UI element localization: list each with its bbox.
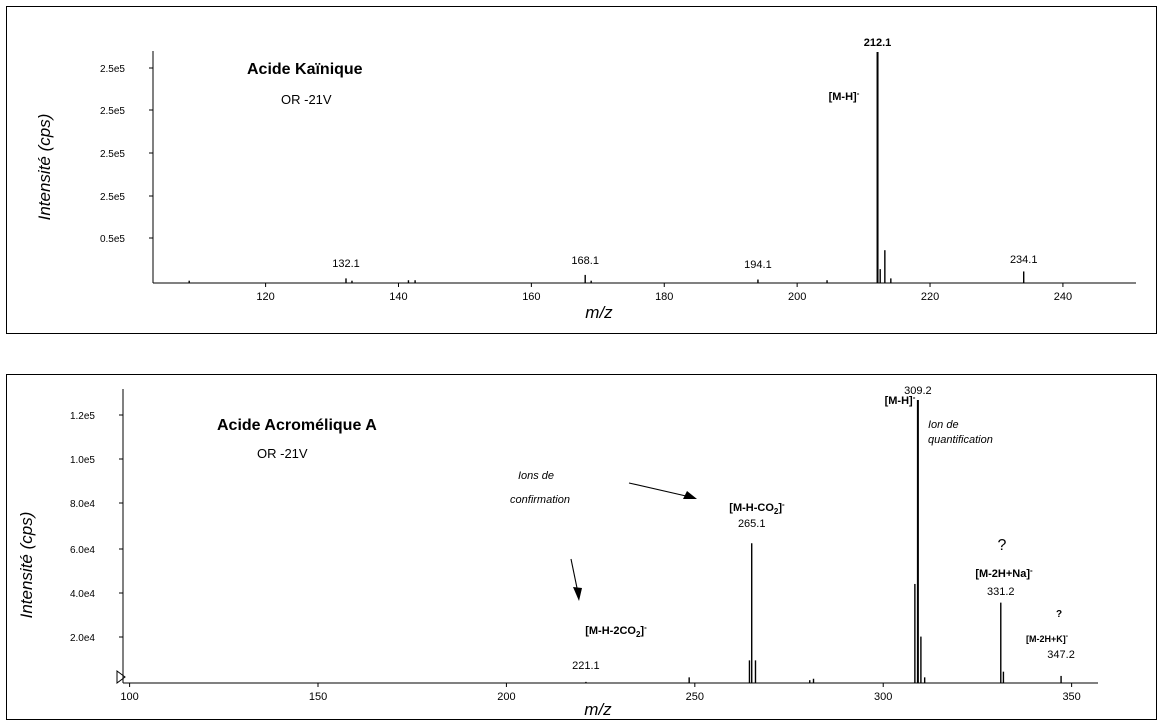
peak-label: 234.1: [1010, 254, 1038, 266]
annotation-question-2: ?: [1056, 609, 1062, 620]
arrow-to-m-h-2co2: [570, 558, 578, 589]
x-axis-title: m/z: [585, 303, 613, 322]
x-tick-label: 140: [389, 291, 407, 303]
acromelic-acid-spectrum-chart: Acide Acromélique A OR -21V Intensité (c…: [17, 385, 1098, 719]
peak-label: 331.2: [987, 586, 1015, 598]
annotation-question-1: ?: [998, 537, 1007, 554]
x-tick-label: 250: [686, 691, 704, 703]
arrow-head-m-h-co2: [683, 491, 697, 499]
chart-title: Acide Kaïnique: [247, 61, 363, 78]
acromelic-acid-spectrum-panel: Acide Acromélique A OR -21V Intensité (c…: [6, 374, 1157, 720]
x-tick-label: 100: [120, 691, 138, 703]
x-tick-label: 150: [309, 691, 327, 703]
x-tick-label: 120: [256, 291, 274, 303]
kainic-acid-spectrum-chart: Acide Kaïnique OR -21V Intensité (cps) m…: [35, 37, 1136, 322]
peak-label: 221.1: [572, 660, 600, 672]
y-tick-label: 2.0e4: [70, 633, 95, 644]
annotation-m-h-co2: [M-H-CO2]-: [729, 500, 785, 516]
y-tick-label: 6.0e4: [70, 545, 95, 556]
annotation-ions-conf-line2: confirmation: [510, 494, 570, 506]
y-tick-label: 4.0e4: [70, 589, 95, 600]
peak-label: 194.1: [744, 259, 772, 271]
chart-subtitle: OR -21V: [281, 92, 332, 107]
peak-label: 347.2: [1047, 649, 1075, 661]
plot-area: 1.2e5 1.0e5 8.0e4 6.0e4 4.0e4 2.0e4 100 150 200 2…: [70, 385, 1098, 703]
y-tick-label: 2.5e5: [100, 64, 125, 75]
peak-label: 309.2: [904, 385, 932, 397]
start-marker-icon: [116, 670, 126, 684]
x-tick-label: 350: [1062, 691, 1080, 703]
annotation-m-h: [M-H]-: [885, 393, 916, 407]
arrow-to-m-h-co2: [628, 482, 687, 497]
kainic-acid-spectrum-panel: Acide Kaïnique OR -21V Intensité (cps) m…: [6, 6, 1157, 334]
chart-title: Acide Acromélique A: [217, 417, 377, 434]
y-tick-label: 1.2e5: [70, 411, 95, 422]
annotation-m-h: [M-H]-: [829, 89, 860, 103]
annotation-m-h-2co2: [M-H-2CO2]-: [585, 623, 647, 639]
y-axis-title: Intensité (cps): [35, 114, 54, 221]
x-tick-label: 200: [497, 691, 515, 703]
y-tick-label: 2.5e5: [100, 149, 125, 160]
annotation-ion-quant-line1: Ion de: [928, 419, 959, 431]
peak-label: 212.1: [864, 37, 892, 49]
x-tick-label: 160: [522, 291, 540, 303]
y-tick-label: 2.5e5: [100, 106, 125, 117]
x-tick-label: 200: [788, 291, 806, 303]
y-axis-title: Intensité (cps): [17, 512, 36, 619]
x-tick-label: 180: [655, 291, 673, 303]
annotation-m-2h-k: [M-2H+K]-: [1026, 633, 1069, 644]
y-tick-label: 2.5e5: [100, 192, 125, 203]
y-tick-label: 8.0e4: [70, 499, 95, 510]
x-tick-label: 220: [921, 291, 939, 303]
peak-label: 132.1: [332, 258, 360, 270]
annotation-ion-quant-line2: quantification: [928, 434, 993, 446]
peak-label: 168.1: [571, 255, 599, 267]
x-tick-label: 300: [874, 691, 892, 703]
peak-label: 265.1: [738, 518, 766, 530]
annotation-m-2h-na: [M-2H+Na]-: [975, 566, 1033, 580]
x-axis-title: m/z: [584, 700, 612, 719]
x-tick-label: 240: [1054, 291, 1072, 303]
annotation-ions-conf-line1: Ions de: [518, 470, 554, 482]
chart-subtitle: OR -21V: [257, 446, 308, 461]
arrow-head-m-h-2co2: [573, 587, 582, 601]
plot-area: 2.5e5 2.5e5 2.5e5 2.5e5 0.5e5 120 140 160 180 200…: [100, 37, 1136, 303]
y-tick-label: 0.5e5: [100, 234, 125, 245]
y-tick-label: 1.0e5: [70, 455, 95, 466]
